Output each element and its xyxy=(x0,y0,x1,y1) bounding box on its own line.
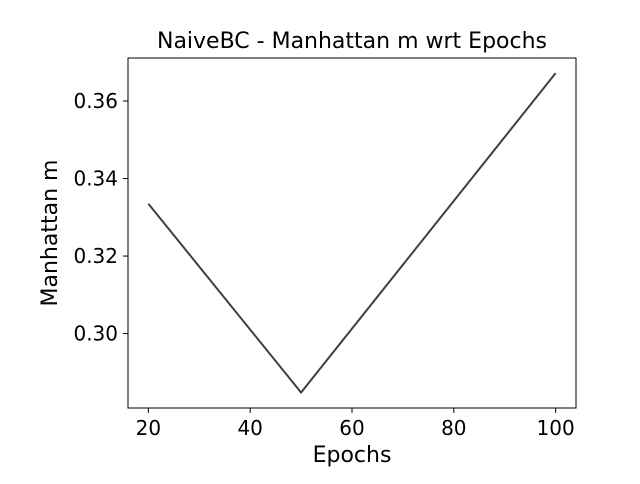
y-tick-label: 0.34 xyxy=(73,167,118,191)
plot-area: 20 40 60 80 100 0.30 0.32 0.34 0.36 xyxy=(73,57,577,440)
series-line-0 xyxy=(147,72,557,395)
x-tick-label: 40 xyxy=(237,416,262,440)
y-tick-label: 0.36 xyxy=(73,89,118,113)
y-tick-label: 0.32 xyxy=(73,244,118,268)
x-axis-label: Epochs xyxy=(313,443,392,468)
x-tick-label: 20 xyxy=(136,416,161,440)
chart-title: NaiveBC - Manhattan m wrt Epochs xyxy=(157,29,547,54)
x-tick-label: 100 xyxy=(537,416,575,440)
y-tick-label: 0.30 xyxy=(73,322,118,346)
y-axis-label: Manhattan m xyxy=(38,160,63,307)
x-tick-label: 60 xyxy=(339,416,364,440)
x-tick-label: 80 xyxy=(441,416,466,440)
